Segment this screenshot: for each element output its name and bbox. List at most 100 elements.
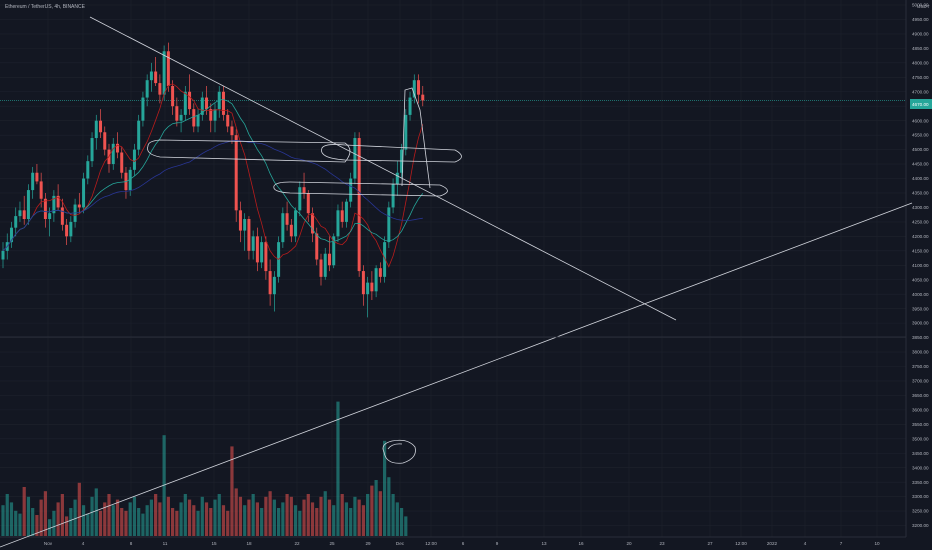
candle <box>357 132 361 277</box>
price-tick-label: 4400.00 <box>912 176 929 181</box>
volume-bar <box>35 515 39 536</box>
candle-body <box>115 143 119 153</box>
price-tick-label: 3650.00 <box>912 393 929 398</box>
volume-bar <box>336 401 340 536</box>
candle <box>82 172 86 214</box>
candle <box>230 120 234 144</box>
price-tick-label: 4000.00 <box>912 292 929 297</box>
candle <box>251 230 255 260</box>
candle <box>48 207 52 237</box>
candle-body <box>230 126 234 136</box>
candle-body <box>298 187 302 211</box>
time-tick-label: 10 <box>874 541 880 546</box>
candle-body <box>238 210 242 231</box>
volume-bar <box>404 516 408 536</box>
volume-bar <box>175 510 179 536</box>
candle <box>353 132 357 185</box>
candle <box>349 172 353 208</box>
candle <box>247 216 251 260</box>
price-tick-label: 4700.00 <box>912 89 929 94</box>
candle-body <box>370 282 374 292</box>
candle-body <box>154 71 158 84</box>
price-tick-label: 4050.00 <box>912 277 929 282</box>
volume-bar <box>204 502 209 536</box>
candle-body <box>141 97 145 121</box>
candle-body <box>417 80 421 95</box>
candle-body <box>183 91 187 115</box>
price-axis[interactable]: 5000.00 4950.00 4900.00 4850.00 4800.00 4750.… <box>912 3 929 529</box>
volume-bar <box>277 508 281 536</box>
price-tick-label: 4300.00 <box>912 205 929 210</box>
currency-label: USDT <box>917 4 930 9</box>
price-tick-label: 4350.00 <box>912 191 929 196</box>
candle-body <box>103 132 107 150</box>
volume-bar <box>217 494 221 536</box>
candle <box>302 172 306 199</box>
volume-bar <box>56 502 60 536</box>
price-tick-label: 4100.00 <box>912 263 929 268</box>
candle-body <box>56 195 60 208</box>
candle-body <box>209 109 213 121</box>
volume-bar <box>98 510 103 536</box>
price-tick-label: 3500.00 <box>912 436 929 441</box>
candle-body <box>344 201 348 222</box>
candle-body <box>22 210 26 220</box>
volume-bar <box>60 494 64 536</box>
volume-bar <box>1 505 5 536</box>
volume-bar <box>128 502 132 536</box>
candle <box>294 207 298 243</box>
candle-body <box>69 221 73 237</box>
volume-bar <box>90 496 94 536</box>
last-price-label: 4670.00 <box>912 102 929 107</box>
candle-body <box>353 138 357 179</box>
candle-body <box>408 97 412 115</box>
volume-bar <box>200 496 204 536</box>
volume-bar <box>247 499 251 536</box>
price-tick-label: 3750.00 <box>912 364 929 369</box>
candle-body <box>158 83 162 95</box>
price-tick-label: 3850.00 <box>912 335 929 340</box>
candle-body <box>294 210 298 237</box>
candle-body <box>404 114 408 150</box>
candle-body <box>35 172 39 182</box>
candle-body <box>111 143 115 165</box>
candle-body <box>332 236 336 266</box>
volume-bar <box>298 510 302 536</box>
volume-bar <box>374 480 378 536</box>
time-tick-label: 7 <box>840 541 843 546</box>
volume-bar <box>94 488 98 536</box>
candle <box>65 219 69 246</box>
volume-bar <box>26 496 31 536</box>
candle-body <box>179 114 183 121</box>
volume-bar <box>285 494 289 536</box>
candle <box>255 227 259 272</box>
volume-bar <box>187 499 192 536</box>
candle-body <box>327 253 331 266</box>
candle-body <box>192 109 196 127</box>
candle <box>323 247 327 280</box>
candle <box>268 259 272 306</box>
volume-bar <box>52 510 56 536</box>
candle <box>162 45 166 101</box>
grid <box>0 0 907 538</box>
volume-bar <box>120 508 124 536</box>
candle <box>217 85 221 118</box>
time-axis[interactable]: Nov 4 8 11 15 18 22 25 29 Dec 12:00 6 9 13 16 20 23 27 12:… <box>44 541 880 546</box>
volume-bar <box>353 496 357 536</box>
candle-body <box>149 71 153 81</box>
volume-bar <box>69 508 73 536</box>
volume-bar <box>383 440 387 536</box>
volume-bar <box>387 477 391 536</box>
candle <box>124 166 128 199</box>
candle <box>132 143 136 176</box>
candle-body <box>128 169 132 191</box>
candle <box>417 74 421 104</box>
volume-bar <box>124 510 128 536</box>
time-tick-label: 9 <box>496 541 499 546</box>
volume-bar <box>243 505 247 536</box>
candle-body <box>285 213 289 225</box>
candle-body <box>77 204 81 208</box>
time-tick-label: 13 <box>541 541 547 546</box>
